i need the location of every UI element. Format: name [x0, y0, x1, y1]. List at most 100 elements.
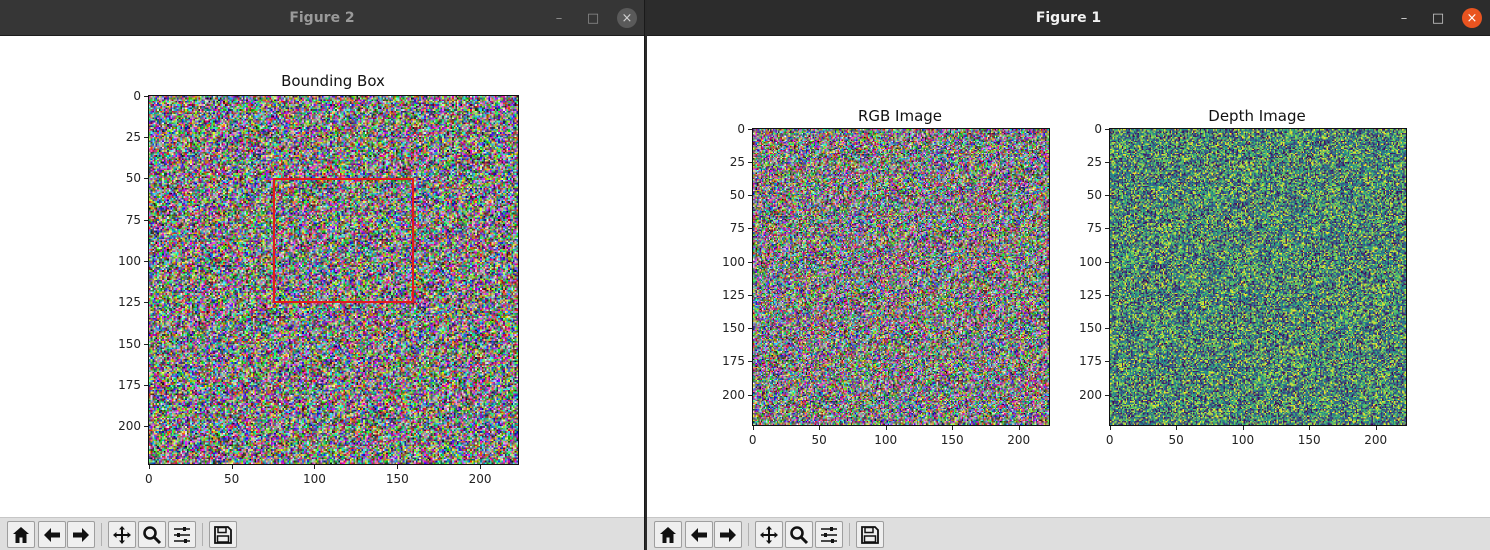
y-tick-label: 100	[1079, 254, 1102, 269]
x-tick-mark	[148, 465, 150, 469]
back-button[interactable]	[38, 521, 66, 548]
maximize-icon[interactable]: □	[586, 10, 600, 26]
y-tick-label: 150	[118, 336, 141, 351]
arrow-left-icon	[689, 525, 709, 545]
back-button[interactable]	[685, 521, 713, 548]
y-tick-label: 25	[1086, 154, 1102, 169]
magnifier-icon	[142, 525, 162, 545]
x-tick-mark	[1176, 426, 1178, 430]
x-tick-mark	[1309, 426, 1311, 430]
x-tick-label: 0	[145, 472, 153, 486]
home-button[interactable]	[654, 521, 682, 548]
y-tick-label: 75	[125, 212, 141, 227]
x-tick-label: 50	[1168, 433, 1184, 447]
x-tick-label: 100	[303, 472, 326, 486]
y-tick-label: 175	[1079, 354, 1102, 369]
figure-2-canvas[interactable]: Bounding Box 0 25 50 75 100 125 150 175 200 0 50 10…	[0, 37, 644, 517]
x-tick-mark	[397, 465, 399, 469]
save-button[interactable]	[856, 521, 884, 548]
y-tick-mark	[1105, 261, 1109, 263]
home-icon	[11, 525, 31, 545]
x-tick-label: 50	[224, 472, 240, 486]
y-tick-mark	[1105, 294, 1109, 296]
figure-2-toolbar	[0, 517, 644, 550]
figure-1-window: Figure 1 – □ × RGB Image 0 25 50 75 100 125 15…	[647, 0, 1490, 550]
forward-button[interactable]	[714, 521, 742, 548]
figure-1-toolbar	[647, 517, 1490, 550]
zoom-button[interactable]	[785, 521, 813, 548]
save-button[interactable]	[209, 521, 237, 548]
x-tick-label: 100	[1231, 433, 1255, 447]
x-tick-mark	[1375, 426, 1377, 430]
zoom-button[interactable]	[138, 521, 166, 548]
y-tick-label: 75	[729, 221, 745, 236]
y-tick-mark	[748, 228, 752, 230]
image-plot-bounding-box[interactable]	[148, 95, 519, 465]
y-tick-label: 125	[118, 295, 141, 310]
y-tick-label: 100	[118, 254, 141, 268]
rgb-noise-image	[753, 129, 1049, 425]
close-icon[interactable]: ×	[1462, 8, 1482, 28]
toolbar-separator	[849, 523, 850, 546]
y-tick-label: 125	[1079, 287, 1102, 302]
close-icon[interactable]: ×	[617, 8, 637, 28]
y-tick-label: 75	[1086, 221, 1102, 236]
y-tick-label: 100	[722, 254, 745, 269]
forward-button[interactable]	[67, 521, 95, 548]
window-title: Figure 2	[289, 10, 355, 26]
x-tick-label: 200	[1364, 433, 1388, 447]
x-tick-label: 0	[748, 433, 757, 447]
x-tick-label: 150	[1297, 433, 1321, 447]
y-tick-mark	[144, 384, 148, 386]
arrow-right-icon	[71, 525, 91, 545]
x-tick-label: 0	[1105, 433, 1114, 447]
rgb-noise-image	[149, 96, 518, 464]
y-tick-mark	[144, 178, 148, 180]
x-tick-mark	[314, 465, 316, 469]
y-tick-label: 200	[1079, 387, 1102, 402]
y-tick-label: 50	[729, 188, 745, 203]
y-tick-mark	[1105, 228, 1109, 230]
home-icon	[658, 525, 678, 545]
figure-1-titlebar[interactable]: Figure 1 – □ ×	[647, 0, 1490, 36]
configure-subplots-button[interactable]	[815, 521, 843, 548]
figure-2-titlebar[interactable]: Figure 2 – □ ×	[0, 0, 644, 36]
y-tick-mark	[1105, 128, 1109, 130]
y-tick-label: 175	[722, 354, 745, 369]
y-tick-mark	[1105, 195, 1109, 197]
toolbar-separator	[101, 523, 102, 546]
magnifier-icon	[789, 525, 809, 545]
figure-1-canvas[interactable]: RGB Image 0 25 50 75 100 125 150 175 200 0 50 100 15…	[647, 37, 1490, 517]
home-button[interactable]	[7, 521, 35, 548]
y-tick-label: 0	[737, 121, 745, 136]
y-tick-label: 125	[722, 287, 745, 302]
y-tick-mark	[748, 294, 752, 296]
x-tick-mark	[1242, 426, 1244, 430]
arrow-left-icon	[42, 525, 62, 545]
axes-title-depth: Depth Image	[1208, 107, 1306, 125]
y-tick-label: 0	[133, 88, 141, 103]
x-tick-mark	[885, 426, 887, 430]
x-tick-label: 100	[874, 433, 898, 447]
y-tick-label: 150	[722, 321, 745, 336]
bounding-box-rectangle	[272, 178, 415, 303]
y-tick-mark	[1105, 361, 1109, 363]
pan-button[interactable]	[108, 521, 136, 548]
image-plot-depth[interactable]	[1109, 128, 1407, 426]
floppy-disk-icon	[860, 525, 880, 545]
y-tick-label: 150	[1079, 321, 1102, 336]
configure-subplots-button[interactable]	[168, 521, 196, 548]
depth-noise-image	[1110, 129, 1406, 425]
image-plot-rgb[interactable]	[752, 128, 1050, 426]
maximize-icon[interactable]: □	[1431, 10, 1445, 26]
minimize-icon[interactable]: –	[1400, 10, 1408, 26]
minimize-icon[interactable]: –	[555, 10, 563, 26]
pan-button[interactable]	[755, 521, 783, 548]
axes-title-bounding-box: Bounding Box	[281, 72, 385, 90]
x-tick-label: 200	[468, 472, 492, 486]
axes-title-rgb: RGB Image	[857, 107, 943, 125]
move-icon	[759, 525, 779, 545]
y-tick-mark	[144, 426, 148, 428]
x-tick-mark	[1109, 426, 1111, 430]
sliders-icon	[819, 525, 839, 545]
